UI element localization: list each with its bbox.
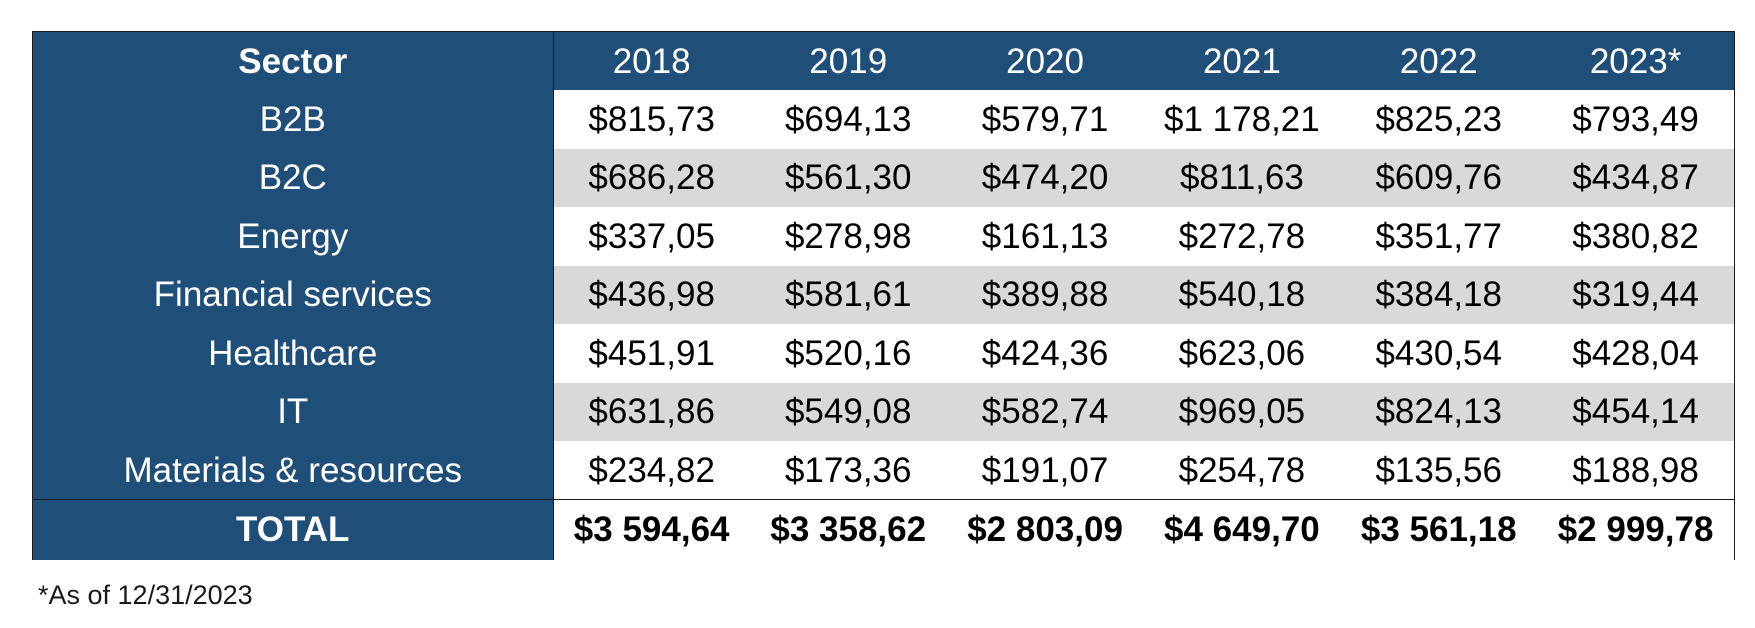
- value-cell: $474,20: [946, 148, 1144, 207]
- value-cell: $188,98: [1537, 441, 1734, 500]
- value-cell: $631,86: [553, 382, 750, 441]
- value-cell: $384,18: [1340, 265, 1538, 324]
- sector-values-table: Sector 2018 2019 2020 2021 2022 2023* B2…: [33, 32, 1734, 560]
- value-cell: $609,76: [1340, 148, 1538, 207]
- value-cell: $135,56: [1340, 441, 1538, 500]
- total-row: TOTAL $3 594,64 $3 358,62 $2 803,09 $4 6…: [33, 499, 1734, 560]
- table-row: B2C $686,28 $561,30 $474,20 $811,63 $609…: [33, 148, 1734, 207]
- value-cell: $824,13: [1340, 382, 1538, 441]
- table-row: Healthcare $451,91 $520,16 $424,36 $623,…: [33, 324, 1734, 383]
- table-row: B2B $815,73 $694,13 $579,71 $1 178,21 $8…: [33, 90, 1734, 149]
- value-cell: $436,98: [553, 265, 750, 324]
- footnote: *As of 12/31/2023: [38, 580, 253, 610]
- value-cell: $520,16: [749, 324, 947, 383]
- value-cell: $319,44: [1537, 265, 1734, 324]
- value-cell: $278,98: [749, 207, 947, 266]
- value-cell: $434,87: [1537, 148, 1734, 207]
- value-cell: $337,05: [553, 207, 750, 266]
- total-value-cell: $4 649,70: [1143, 499, 1341, 560]
- value-cell: $389,88: [946, 265, 1144, 324]
- total-value-cell: $2 999,78: [1537, 499, 1734, 560]
- total-value-cell: $3 561,18: [1340, 499, 1538, 560]
- table-header-row: Sector 2018 2019 2020 2021 2022 2023*: [33, 32, 1734, 90]
- value-cell: $272,78: [1143, 207, 1341, 266]
- table-row: IT $631,86 $549,08 $582,74 $969,05 $824,…: [33, 382, 1734, 441]
- total-value-cell: $2 803,09: [946, 499, 1144, 560]
- column-header-2022: 2022: [1340, 32, 1538, 90]
- value-cell: $549,08: [749, 382, 947, 441]
- data-table-container: Sector 2018 2019 2020 2021 2022 2023* B2…: [32, 31, 1735, 560]
- value-cell: $451,91: [553, 324, 750, 383]
- table-row: Financial services $436,98 $581,61 $389,…: [33, 265, 1734, 324]
- row-label-cell: Financial services: [33, 265, 554, 324]
- value-cell: $424,36: [946, 324, 1144, 383]
- value-cell: $561,30: [749, 148, 947, 207]
- column-header-sector: Sector: [33, 32, 554, 90]
- row-label-cell: IT: [33, 382, 554, 441]
- value-cell: $430,54: [1340, 324, 1538, 383]
- row-label-cell: Healthcare: [33, 324, 554, 383]
- value-cell: $825,23: [1340, 90, 1538, 149]
- value-cell: $380,82: [1537, 207, 1734, 266]
- table-row: Materials & resources $234,82 $173,36 $1…: [33, 441, 1734, 500]
- value-cell: $815,73: [553, 90, 750, 149]
- value-cell: $454,14: [1537, 382, 1734, 441]
- total-value-cell: $3 594,64: [553, 499, 750, 560]
- value-cell: $581,61: [749, 265, 947, 324]
- value-cell: $234,82: [553, 441, 750, 500]
- value-cell: $1 178,21: [1143, 90, 1341, 149]
- column-header-2019: 2019: [749, 32, 947, 90]
- row-label-cell: B2C: [33, 148, 554, 207]
- total-label-cell: TOTAL: [33, 499, 554, 560]
- column-header-2021: 2021: [1143, 32, 1341, 90]
- value-cell: $191,07: [946, 441, 1144, 500]
- value-cell: $540,18: [1143, 265, 1341, 324]
- value-cell: $579,71: [946, 90, 1144, 149]
- value-cell: $351,77: [1340, 207, 1538, 266]
- value-cell: $254,78: [1143, 441, 1341, 500]
- value-cell: $811,63: [1143, 148, 1341, 207]
- value-cell: $428,04: [1537, 324, 1734, 383]
- value-cell: $582,74: [946, 382, 1144, 441]
- total-value-cell: $3 358,62: [749, 499, 947, 560]
- value-cell: $173,36: [749, 441, 947, 500]
- row-label-cell: Energy: [33, 207, 554, 266]
- value-cell: $686,28: [553, 148, 750, 207]
- column-header-2018: 2018: [553, 32, 750, 90]
- table-row: Energy $337,05 $278,98 $161,13 $272,78 $…: [33, 207, 1734, 266]
- value-cell: $793,49: [1537, 90, 1734, 149]
- value-cell: $969,05: [1143, 382, 1341, 441]
- column-header-2020: 2020: [946, 32, 1144, 90]
- row-label-cell: Materials & resources: [33, 441, 554, 500]
- value-cell: $623,06: [1143, 324, 1341, 383]
- column-header-2023: 2023*: [1537, 32, 1734, 90]
- row-label-cell: B2B: [33, 90, 554, 149]
- value-cell: $694,13: [749, 90, 947, 149]
- value-cell: $161,13: [946, 207, 1144, 266]
